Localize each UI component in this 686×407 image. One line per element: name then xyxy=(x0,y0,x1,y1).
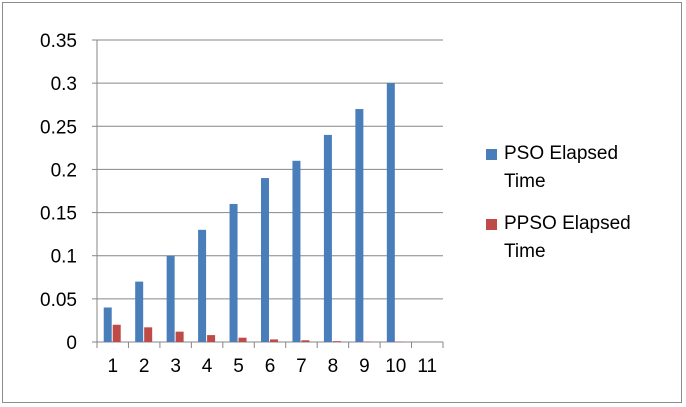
x-tick-label: 4 xyxy=(202,356,213,377)
legend-label-ppso: PPSO Elapsed Time xyxy=(504,213,631,262)
legend-label-pso: PSO Elapsed Time xyxy=(504,143,619,192)
bar-ppso xyxy=(207,335,216,342)
bar-ppso xyxy=(364,341,373,343)
bar-pso xyxy=(323,134,332,342)
x-tick-label: 10 xyxy=(385,356,406,377)
bar-pso xyxy=(292,160,301,342)
bar-pso xyxy=(261,178,269,342)
bar-ppso xyxy=(175,331,184,342)
x-tick-label: 9 xyxy=(359,356,370,377)
bar-pso xyxy=(355,109,364,343)
x-tick-label: 5 xyxy=(233,356,244,377)
bar-ppso xyxy=(112,324,121,342)
bar-pso xyxy=(198,229,207,342)
bar-ppso xyxy=(332,341,341,342)
legend-swatch-ppso xyxy=(486,219,497,230)
bar-ppso xyxy=(144,327,153,342)
y-tick-label: 0.05 xyxy=(40,290,77,311)
legend-item-ppso: PPSO Elapsed Time xyxy=(486,210,676,266)
bar-pso xyxy=(135,281,144,342)
x-tick-label: 3 xyxy=(170,356,181,377)
y-tick-label: 0.25 xyxy=(40,117,77,138)
bar-pso xyxy=(166,255,175,342)
legend-swatch-pso xyxy=(486,149,497,160)
chart-frame: 0 0.05 0.1 0.15 0.2 0.25 0.3 0.35 1 2 3 4 5 6 7 8 9 10 11 … xyxy=(2,2,682,403)
bar-pso xyxy=(229,203,238,342)
bar-ppso xyxy=(395,341,404,343)
bar-ppso xyxy=(301,340,310,342)
x-tick-label: 7 xyxy=(296,356,307,377)
y-tick-label: 0.2 xyxy=(51,160,77,181)
legend: PSO Elapsed Time PPSO Elapsed Time xyxy=(486,140,676,280)
bar-ppso xyxy=(270,339,278,342)
x-tick-label: 8 xyxy=(328,356,339,377)
bar-pso xyxy=(386,83,395,343)
y-tick-label: 0.35 xyxy=(40,31,77,52)
y-tick-label: 0 xyxy=(66,333,77,354)
x-tick-label: 6 xyxy=(265,356,276,377)
bar-pso xyxy=(103,307,112,342)
y-tick-label: 0.3 xyxy=(51,74,77,95)
legend-item-pso: PSO Elapsed Time xyxy=(486,140,676,196)
plot-area: 0 0.05 0.1 0.15 0.2 0.25 0.3 0.35 1 2 3 4 5 6 7 8 9 10 11 xyxy=(40,31,444,377)
y-tick-label: 0.15 xyxy=(40,204,77,225)
x-tick-label: 1 xyxy=(107,356,118,377)
y-tick-label: 0.1 xyxy=(51,247,77,268)
x-tick-label: 2 xyxy=(139,356,150,377)
x-tick-label: 11 xyxy=(417,356,437,377)
bar-ppso xyxy=(238,337,247,342)
